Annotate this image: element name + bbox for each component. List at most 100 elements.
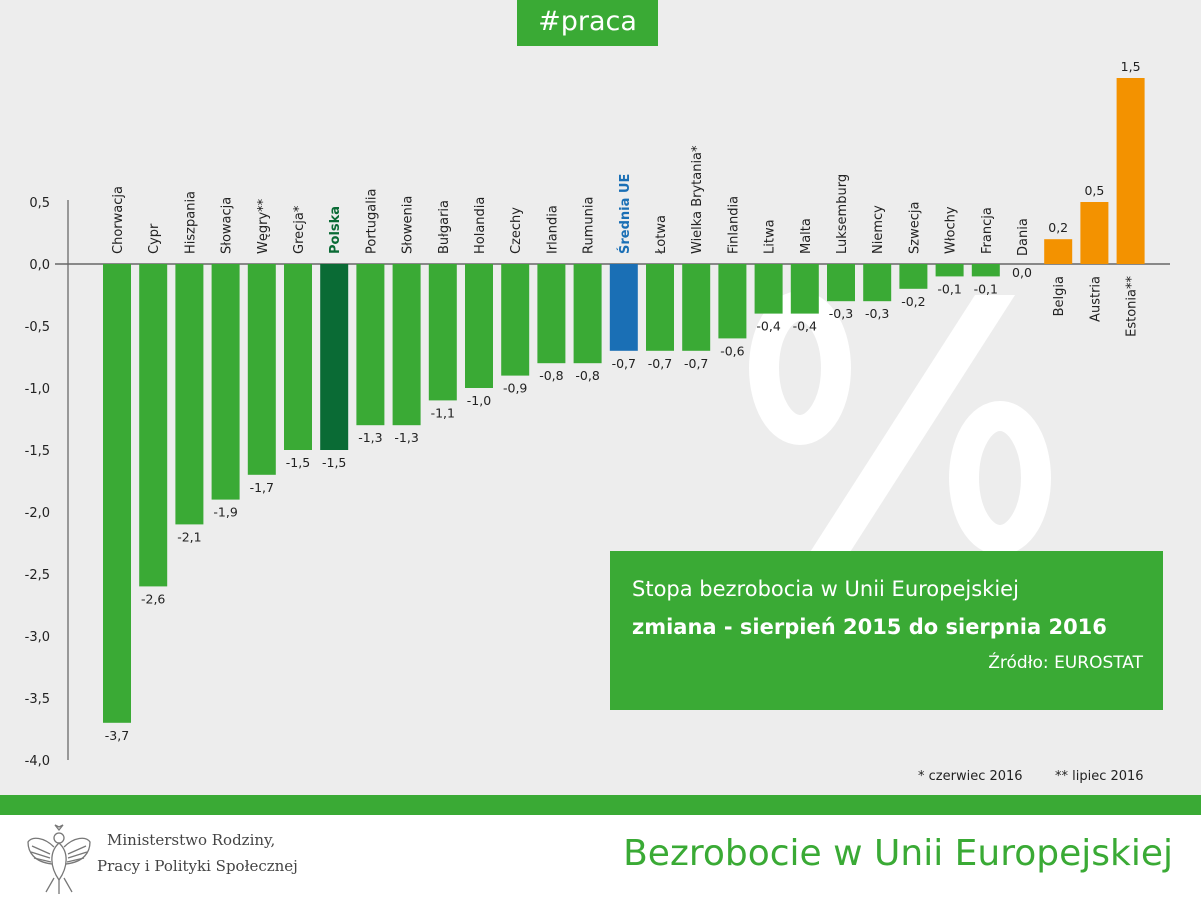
x-tick-label: Bułgaria [437, 200, 452, 254]
y-tick-label: -0,5 [25, 320, 50, 335]
data-label: 0,2 [1048, 220, 1068, 235]
data-label: -1,5 [322, 455, 346, 470]
data-label: -1,3 [394, 430, 418, 445]
chart-source: Źródło: EUROSTAT [988, 653, 1143, 673]
data-label: 0,5 [1084, 183, 1104, 198]
bar [790, 264, 819, 314]
bar [718, 264, 747, 339]
bar [1116, 78, 1145, 264]
x-tick-label: Łotwa [654, 215, 669, 255]
x-tick-label: Rumunia [582, 197, 597, 254]
x-tick-label: Słowacja [220, 197, 235, 254]
x-tick-label: Holandia [473, 197, 488, 254]
x-tick-label: Cypr [147, 223, 162, 254]
eagle-emblem-icon [27, 824, 91, 894]
y-tick-label: -1,0 [25, 382, 50, 397]
data-label: -0,1 [937, 281, 961, 296]
data-label: -0,4 [793, 319, 817, 334]
note-july: ** lipiec 2016 [1055, 769, 1144, 784]
y-tick-label: -4,0 [25, 754, 50, 769]
hashtag-badge: #praca [517, 0, 658, 46]
x-tick-label: Chorwacja [111, 186, 126, 254]
data-label: -0,6 [720, 343, 744, 358]
bar [682, 264, 711, 351]
y-tick-label: 0,0 [29, 258, 50, 273]
percent-watermark [749, 291, 1051, 560]
green-divider [0, 795, 1201, 815]
data-label: -1,7 [250, 480, 274, 495]
data-label: 0,0 [1012, 265, 1032, 280]
x-tick-label: Szwecja [907, 202, 922, 254]
bar [320, 264, 349, 450]
data-label: -0,7 [648, 356, 672, 371]
data-label: -0,7 [612, 356, 636, 371]
percent-watermark-shape [949, 401, 1051, 555]
footer [0, 815, 1201, 901]
bar [284, 264, 312, 450]
x-tick-label: Portugalia [364, 189, 379, 254]
ministry-name: Ministerstwo Rodziny, Pracy i Polityki S… [97, 831, 298, 875]
data-label: -0,3 [829, 306, 853, 321]
bar-chart: 0,5 0,0 -0,5 -1,0 -1,5 -2,0 -2,5 -3,0 -3,5 -4,0 -3… [25, 59, 1170, 769]
bar [971, 264, 1000, 277]
x-tick-label: Francja [980, 207, 995, 254]
data-label: -0,9 [503, 381, 527, 396]
bar [827, 264, 855, 302]
data-label: 1,5 [1121, 59, 1141, 74]
bar [211, 264, 240, 500]
bar [537, 264, 566, 364]
x-tick-label: Czechy [509, 207, 524, 254]
y-tick-label: -1,5 [25, 444, 50, 459]
x-tick-label: Irlandia [545, 205, 560, 254]
bar [646, 264, 674, 351]
chart-subtitle: zmiana - sierpień 2015 do sierpnia 2016 [632, 615, 1107, 639]
x-tick-label: Malta [799, 218, 814, 254]
data-label: -1,1 [431, 405, 455, 420]
data-label: -2,1 [177, 529, 201, 544]
bar [175, 264, 204, 525]
bar [863, 264, 892, 302]
y-tick-label: -2,5 [25, 568, 50, 583]
x-tick-label: Luksemburg [835, 174, 850, 254]
y-tick-label: -2,0 [25, 506, 50, 521]
y-tick-label: -3,0 [25, 630, 50, 645]
data-label: -0,2 [901, 294, 925, 309]
data-label: -0,8 [539, 368, 563, 383]
y-tick-label: -3,5 [25, 692, 50, 707]
x-tick-label: Litwa [763, 219, 778, 254]
bar [428, 264, 457, 401]
data-label: -0,8 [575, 368, 599, 383]
data-label: -1,0 [467, 393, 491, 408]
x-tick-label: Hiszpania [183, 191, 198, 254]
data-label: -0,1 [974, 281, 998, 296]
data-label: -1,9 [213, 505, 237, 520]
bar [1080, 202, 1109, 264]
x-tick-label: Wielka Brytania* [690, 145, 705, 254]
bar [935, 264, 964, 277]
x-tick-label: Niemcy [871, 205, 886, 254]
data-label: -1,5 [286, 455, 310, 470]
x-tick-label: Polska [328, 206, 343, 254]
x-tick-label: Grecja* [292, 205, 307, 254]
x-tick-label: Dania [1016, 218, 1031, 256]
x-tick-label: Belgia [1052, 276, 1067, 316]
data-label: -0,7 [684, 356, 708, 371]
data-label: -2,6 [141, 591, 165, 606]
data-label: -3,7 [105, 728, 129, 743]
bar [754, 264, 783, 314]
x-tick-label: Średnia UE [617, 174, 633, 254]
x-tick-label: Węgry** [256, 198, 271, 254]
bar [103, 264, 131, 723]
bar [1044, 239, 1073, 264]
bar [465, 264, 493, 388]
x-tick-label: Austria [1088, 276, 1103, 322]
data-label: -0,3 [865, 306, 889, 321]
data-label: -1,3 [358, 430, 382, 445]
bar [392, 264, 421, 426]
x-tick-label: Włochy [944, 206, 959, 254]
percent-watermark-shape [805, 295, 1015, 560]
bar [573, 264, 602, 364]
x-tick-label: Słowenia [401, 196, 416, 254]
y-tick-label: 0,5 [29, 196, 50, 211]
bar [139, 264, 168, 587]
